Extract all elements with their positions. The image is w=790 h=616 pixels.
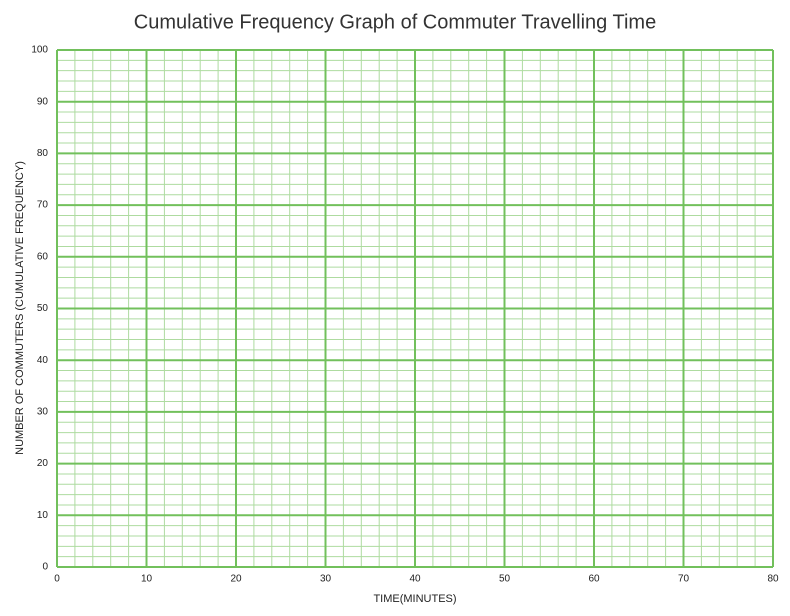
x-tick-label: 50 xyxy=(499,574,511,585)
x-tick-label: 40 xyxy=(409,574,421,585)
y-tick-label: 40 xyxy=(37,355,49,366)
x-tick-label: 70 xyxy=(678,574,690,585)
y-tick-label: 30 xyxy=(37,407,49,418)
y-tick-label: 50 xyxy=(37,303,49,314)
x-tick-label: 80 xyxy=(767,574,779,585)
x-tick-label: 0 xyxy=(54,574,60,585)
x-tick-label: 10 xyxy=(141,574,153,585)
chart-title: Cumulative Frequency Graph of Commuter T… xyxy=(134,11,656,33)
y-tick-label: 20 xyxy=(37,458,49,469)
y-tick-label: 90 xyxy=(37,96,49,107)
y-tick-label: 100 xyxy=(31,45,48,56)
y-tick-label: 80 xyxy=(37,148,49,159)
y-tick-label: 10 xyxy=(37,510,49,521)
y-tick-label: 0 xyxy=(42,562,48,573)
x-tick-label: 60 xyxy=(588,574,600,585)
y-tick-label: 70 xyxy=(37,200,49,211)
y-axis-label: NUMBER OF COMMUTERS (CUMULATIVE FREQUENC… xyxy=(14,161,26,455)
x-tick-label: 30 xyxy=(320,574,332,585)
x-tick-label: 20 xyxy=(230,574,242,585)
y-tick-label: 60 xyxy=(37,251,49,262)
x-axis-label: TIME(MINUTES) xyxy=(373,593,456,605)
